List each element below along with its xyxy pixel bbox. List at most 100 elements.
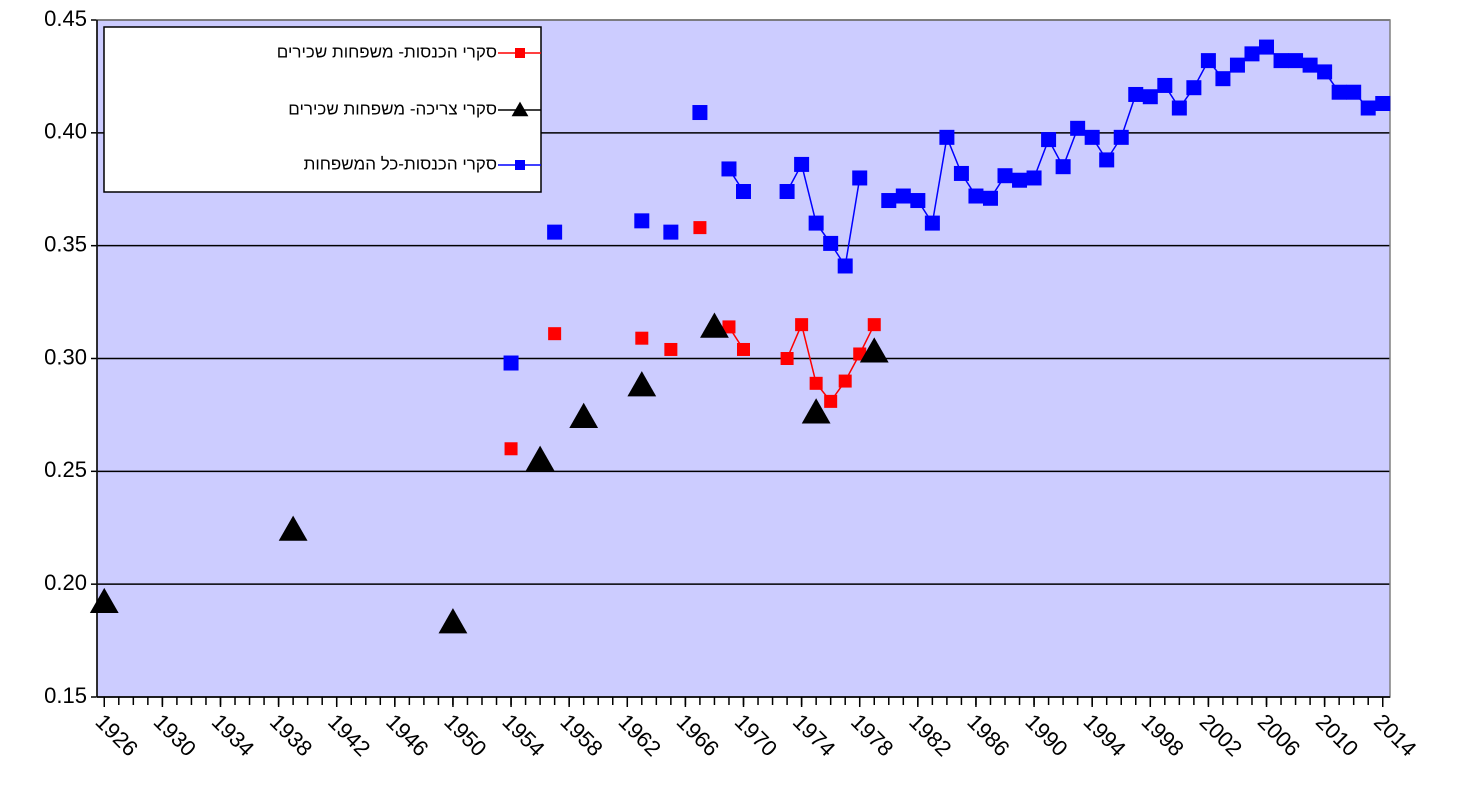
y-tick-label: 0.40	[44, 119, 87, 144]
x-tick-label: 1998	[1137, 709, 1189, 761]
x-tick-label: 1978	[846, 709, 898, 761]
y-tick-label: 0.20	[44, 570, 87, 595]
data-point	[548, 327, 562, 341]
data-point	[1200, 53, 1216, 69]
legend-label: סקרי צריכה- משפחות שכירים	[288, 99, 497, 118]
x-tick-label: 1982	[904, 709, 956, 761]
legend-label: סקרי הכנסות- משפחות שכירים	[277, 42, 497, 61]
x-tick-label: 2002	[1195, 709, 1247, 761]
data-point	[737, 342, 750, 356]
x-tick-label: 1958	[556, 709, 608, 761]
x-tick-label: 1990	[1020, 709, 1072, 761]
data-point	[1244, 46, 1260, 62]
data-point	[663, 224, 679, 240]
data-point	[627, 371, 657, 397]
x-tick-label: 2014	[1369, 709, 1421, 761]
data-point	[1070, 120, 1086, 136]
data-point	[736, 184, 751, 200]
x-tick-label: 2010	[1311, 709, 1363, 761]
data-point	[89, 587, 119, 614]
data-point	[692, 105, 708, 121]
data-point	[881, 193, 897, 209]
data-point	[1041, 132, 1057, 148]
data-point	[1142, 89, 1158, 105]
data-point	[809, 376, 823, 390]
data-point	[569, 402, 599, 428]
data-point	[838, 374, 852, 388]
data-point	[795, 318, 809, 332]
x-tick-label: 1970	[730, 709, 782, 761]
y-tick-label: 0.15	[44, 683, 87, 708]
data-point	[525, 445, 555, 471]
data-point	[859, 337, 889, 363]
x-tick-label: 1934	[207, 709, 259, 761]
data-point	[1288, 53, 1304, 69]
data-point	[1317, 64, 1333, 80]
data-point	[278, 515, 308, 541]
y-tick-label: 0.35	[44, 231, 87, 256]
data-point	[503, 355, 519, 371]
data-point	[1360, 100, 1376, 116]
x-tick-label: 1966	[672, 709, 724, 761]
data-point	[895, 188, 911, 204]
legend: סקרי הכנסות- משפחות שכירים סקרי צריכה- מש…	[103, 26, 542, 193]
x-tick-label: 1954	[497, 709, 549, 761]
data-point	[438, 608, 468, 634]
data-point	[1084, 129, 1100, 145]
y-tick-label: 0.45	[44, 6, 87, 31]
data-point	[1375, 95, 1391, 111]
x-tick-label: 1938	[265, 709, 317, 761]
data-point	[693, 221, 707, 235]
data-point	[1346, 84, 1362, 100]
data-point	[953, 165, 969, 181]
marker	[515, 160, 525, 170]
x-tick-label: 1926	[91, 709, 143, 761]
y-tick-label: 0.30	[44, 344, 87, 369]
x-tick-label: 2006	[1253, 709, 1305, 761]
x-tick-label: 1942	[323, 709, 375, 761]
x-tick-label: 1994	[1079, 709, 1131, 761]
data-point	[1026, 170, 1042, 186]
data-point	[664, 342, 678, 356]
x-tick-label: 1986	[962, 709, 1014, 761]
data-point	[1055, 159, 1071, 175]
x-tick-label: 1962	[614, 709, 666, 761]
data-point	[1273, 53, 1289, 69]
data-point	[780, 352, 794, 365]
data-point	[982, 190, 998, 206]
data-point	[1128, 86, 1144, 102]
data-point	[924, 215, 940, 231]
data-point	[823, 235, 839, 251]
marker	[511, 101, 529, 117]
data-point	[1215, 71, 1231, 87]
data-point	[547, 224, 563, 240]
marker	[515, 48, 525, 58]
data-point	[721, 161, 737, 177]
data-point	[852, 170, 868, 186]
data-point	[1331, 84, 1347, 100]
data-point	[794, 156, 810, 172]
data-point	[634, 213, 650, 229]
data-point	[1012, 172, 1028, 188]
data-point	[824, 394, 838, 408]
x-tick-label: 1946	[381, 709, 433, 761]
y-tick-label: 0.25	[44, 457, 87, 482]
x-tick-label: 1950	[439, 709, 491, 761]
x-tick-label: 1930	[149, 709, 201, 761]
legend-label: סקרי הכנסות-כל המשפחות	[304, 154, 497, 173]
data-point	[504, 442, 518, 456]
data-point	[1113, 129, 1129, 145]
data-point	[1099, 152, 1115, 168]
data-point	[1186, 80, 1202, 96]
legend-box	[103, 26, 542, 193]
data-point	[700, 312, 729, 338]
data-point	[1259, 39, 1275, 55]
data-point	[635, 331, 649, 345]
data-point	[837, 258, 853, 274]
data-point	[939, 129, 955, 145]
data-point	[1157, 77, 1173, 93]
data-point	[968, 188, 984, 204]
x-tick-label: 1974	[788, 709, 840, 761]
data-point	[808, 215, 824, 231]
